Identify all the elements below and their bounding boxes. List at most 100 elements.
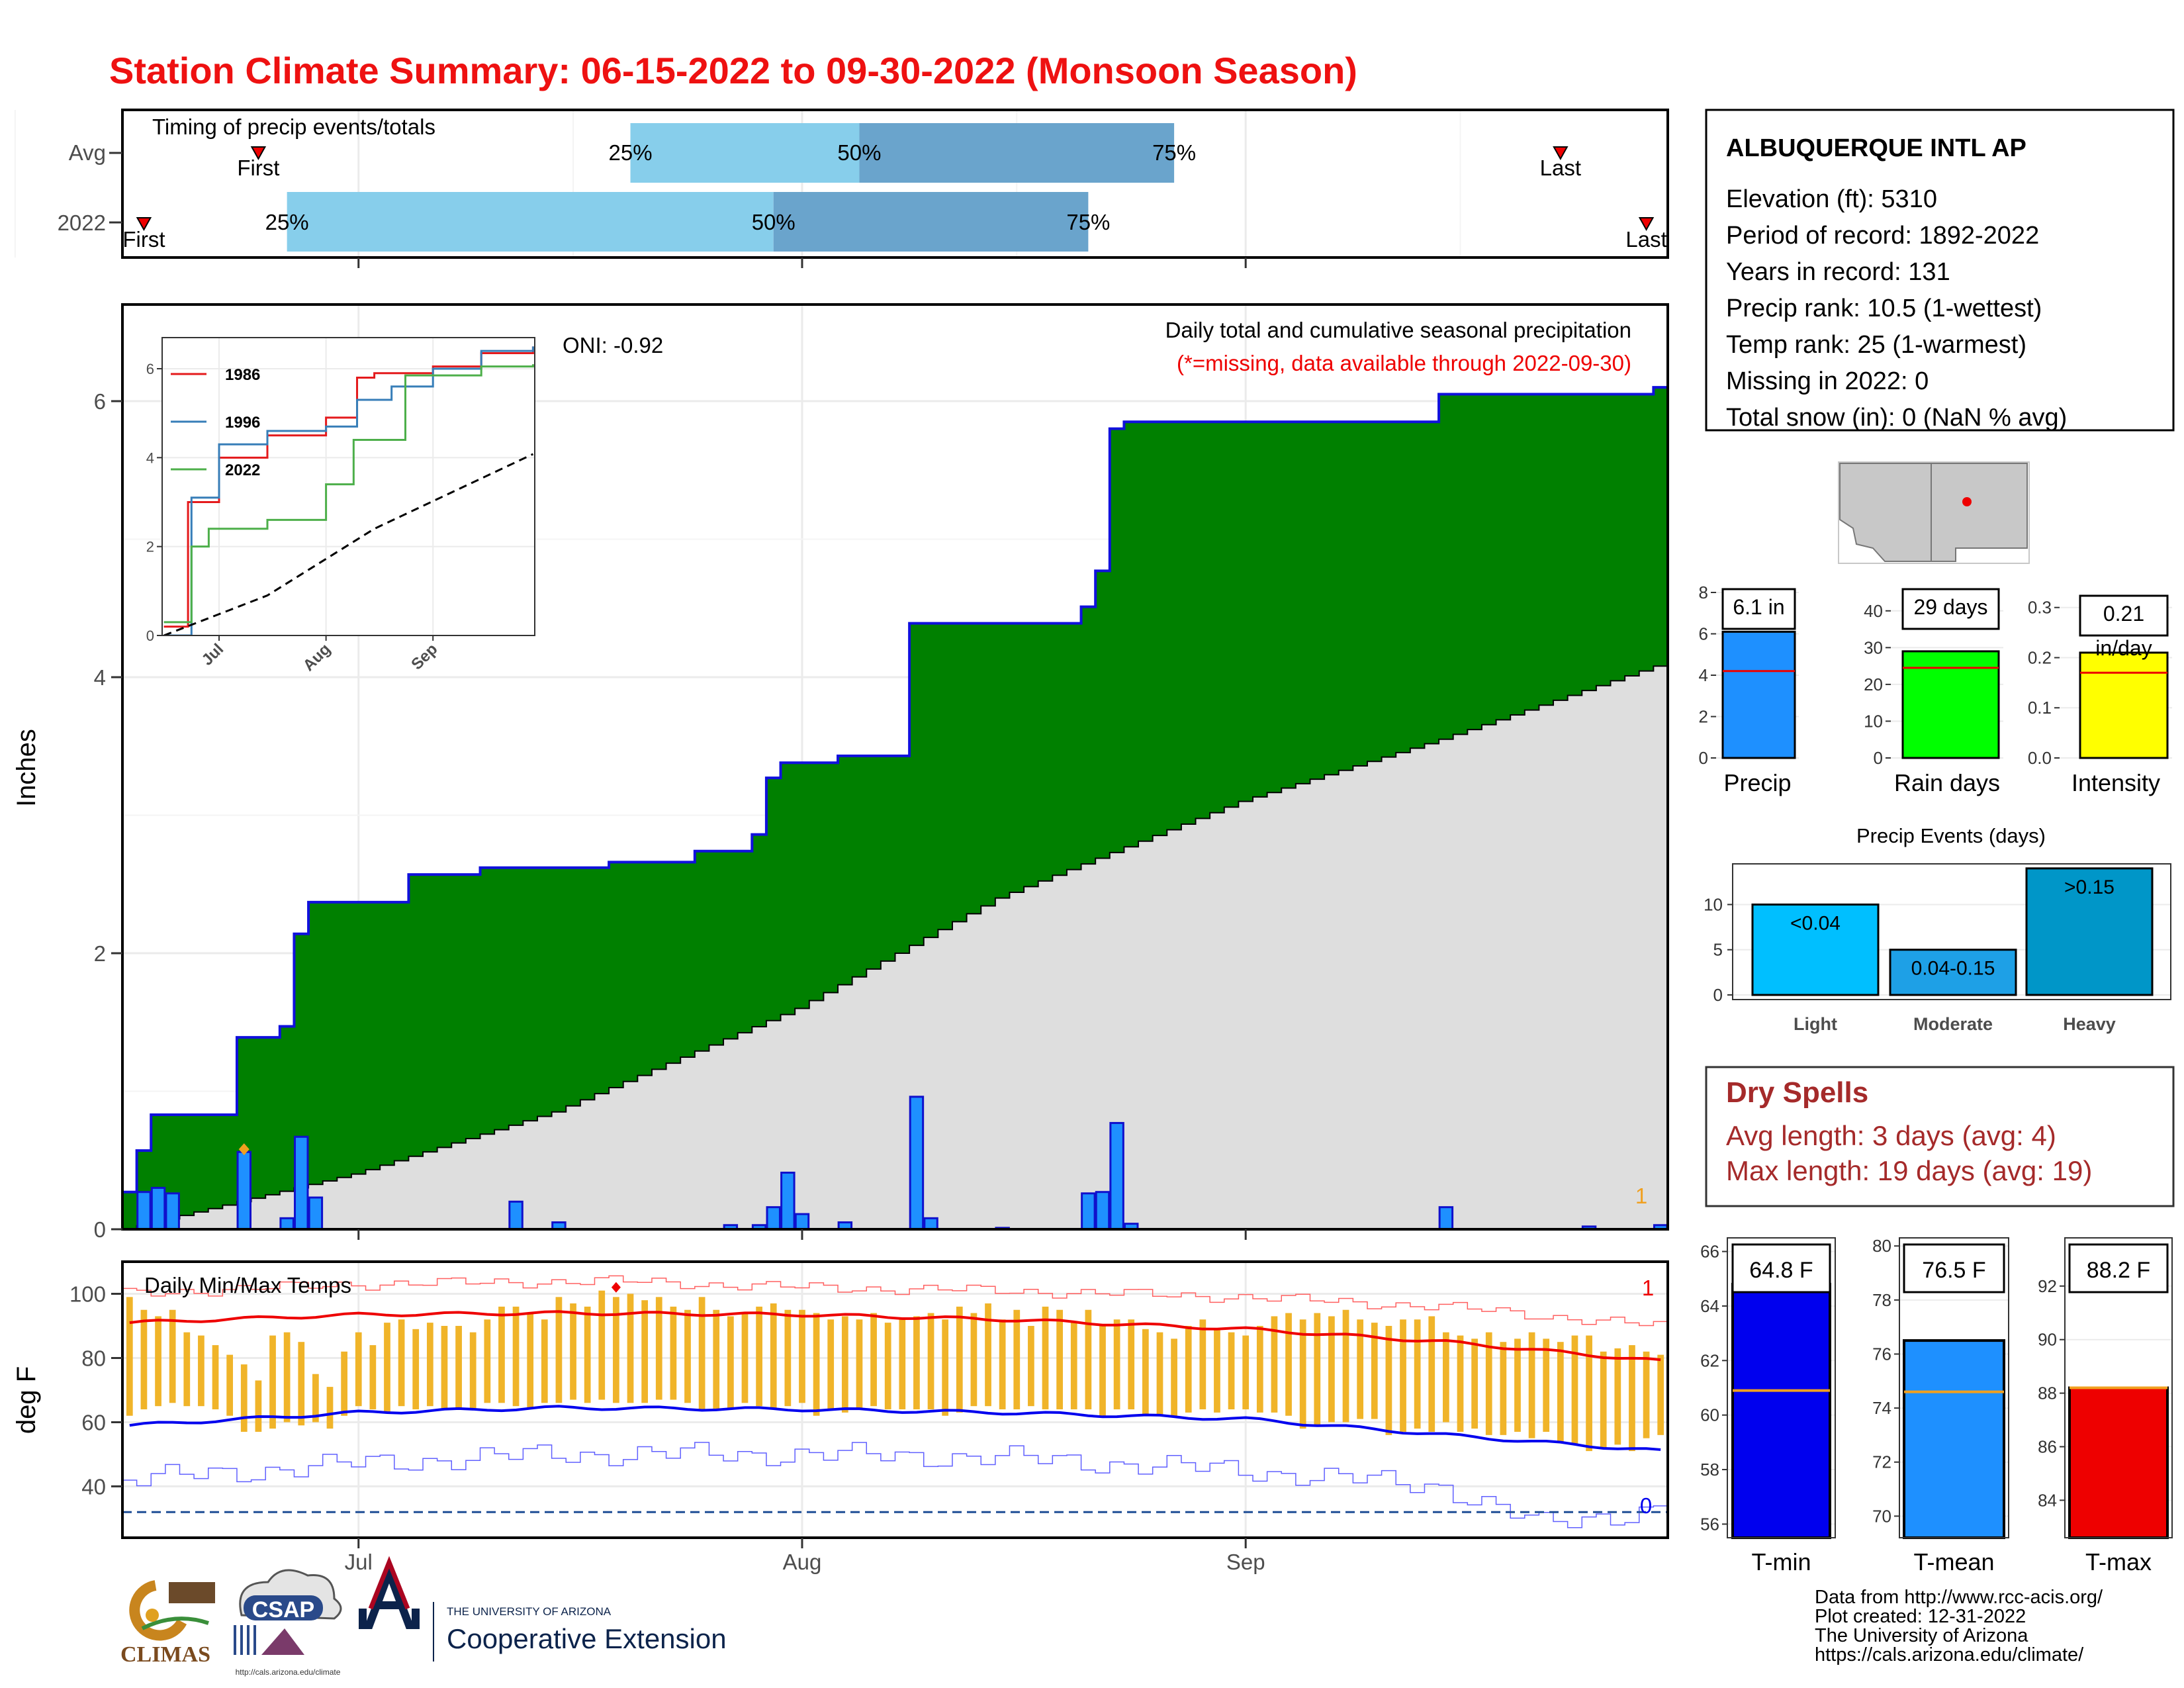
daily-temp-bar — [1342, 1309, 1349, 1423]
daily-temp-bar — [756, 1306, 762, 1407]
daily-temp-bar — [1028, 1325, 1034, 1407]
university-of-arizona-logo: THE UNIVERSITY OF ARIZONA Cooperative Ex… — [359, 1556, 727, 1662]
daily-temp-bar — [140, 1309, 148, 1410]
daily-temp-bar — [1600, 1351, 1607, 1448]
footer-line: Plot created: 12-31-2022 — [1815, 1606, 2026, 1627]
mini-bar-ytick-label: 0.2 — [2028, 647, 2052, 667]
daily-temp-bar — [527, 1313, 534, 1410]
avg-first-label: First — [237, 156, 279, 180]
temp-summary-value-label: 88.2 F — [2087, 1258, 2150, 1283]
daily-precip-bar — [1081, 1192, 1096, 1229]
mini-bar-value-box — [1901, 588, 2000, 630]
mini-bar-value-unit: in/day — [2095, 636, 2152, 660]
ua-cooperative-extension: Cooperative Extension — [447, 1623, 727, 1654]
station-location-marker — [1962, 497, 1972, 506]
station-line: Elevation (ft): 5310 — [1726, 185, 1937, 213]
daily-temp-bar — [713, 1309, 720, 1410]
daily-precip-bar — [294, 1135, 309, 1229]
precip-ytick-label: 4 — [94, 665, 106, 690]
inset-average-line — [163, 453, 534, 635]
dry-spells-avg: Avg length: 3 days (avg: 4) — [1726, 1120, 2056, 1151]
event-bar-range-label: <0.04 — [1790, 912, 1841, 934]
temp-summary-ytick-label: 78 — [1872, 1290, 1891, 1310]
events-ytick-label: 10 — [1704, 894, 1723, 914]
daily-temp-bar — [555, 1297, 563, 1403]
temp-summary-category-label: T-min — [1752, 1548, 1811, 1575]
temp-panel-title: Daily Min/Max Temps — [144, 1273, 351, 1297]
inset-legend-label: 1986 — [225, 366, 260, 384]
daily-temp-bar — [469, 1332, 477, 1410]
daily-precip-bar — [236, 1150, 252, 1229]
daily-temp-bar — [1242, 1335, 1250, 1410]
daily-temp-bar — [784, 1309, 792, 1407]
temp-panel: 40 60 80 100 Jul Aug Sep deg F Daily Min/Max … — [12, 1260, 1669, 1574]
daily-temp-bar — [1199, 1319, 1206, 1410]
daily-temp-bar — [1042, 1306, 1049, 1410]
daily-precip-bar — [909, 1096, 925, 1229]
daily-temp-bar — [884, 1323, 891, 1410]
inset-ytick-label: 4 — [146, 449, 154, 466]
daily-precip-bar — [1438, 1206, 1454, 1229]
average-cumulative-line — [122, 665, 1668, 1229]
daily-precip-bar — [150, 1186, 166, 1229]
page-title: Station Climate Summary: 06-15-2022 to 0… — [109, 50, 1357, 91]
daily-temp-bar — [1156, 1332, 1163, 1416]
daily-temp-bar — [1271, 1316, 1278, 1413]
inset-ytick-label: 0 — [146, 628, 154, 644]
daily-temp-bar — [1299, 1319, 1306, 1429]
temp-summary-category-label: T-max — [2085, 1548, 2152, 1575]
daily-temp-bar — [1643, 1351, 1650, 1438]
daily-temp-bar — [455, 1325, 462, 1410]
temp-xtick-label: Aug — [783, 1550, 822, 1574]
avg-q25-label: 25% — [608, 140, 652, 165]
daily-temp-bar — [927, 1313, 934, 1410]
mini-bar-ytick-label: 0 — [1699, 748, 1708, 768]
climas-logo: CLIMAS — [120, 1580, 215, 1667]
daily-temp-bar — [942, 1319, 949, 1416]
temp-summary-value-box — [1731, 1243, 1831, 1293]
daily-temp-bar — [1571, 1335, 1578, 1445]
temp-summary-ytick-label: 56 — [1700, 1514, 1719, 1534]
temp-summary-ytick-label: 88 — [2038, 1383, 2057, 1403]
daily-temp-bar — [899, 1319, 906, 1410]
daily-temp-bar — [741, 1313, 749, 1403]
daily-temp-bar — [813, 1313, 820, 1416]
inset-series-2022 — [163, 364, 534, 624]
temp-summary-ytick-label: 76 — [1872, 1344, 1891, 1364]
daily-temp-bar — [198, 1335, 205, 1407]
daily-temp-bar — [1256, 1325, 1263, 1413]
timing-title: Timing of precip events/totals — [152, 115, 435, 139]
station-line: Period of record: 1892-2022 — [1726, 222, 2039, 250]
inset-legend-label: 2022 — [225, 461, 260, 479]
daily-temp-bar — [1228, 1332, 1235, 1410]
event-bar-range-label: 0.04-0.15 — [1911, 958, 1995, 980]
precip-ytick-label: 2 — [94, 941, 106, 966]
daily-temp-bar — [1357, 1319, 1364, 1419]
csap-wordmark: CSAP — [252, 1597, 314, 1622]
daily-temp-bar — [412, 1329, 420, 1410]
temp-summary-bar-t-min — [1731, 1283, 1831, 1539]
temp-xtick-label: Sep — [1226, 1550, 1265, 1574]
mini-bar-value-label: 29 days — [1913, 595, 1987, 619]
daily-temp-bar — [970, 1313, 978, 1407]
daily-temp-bar — [770, 1303, 777, 1410]
daily-temp-bar — [155, 1316, 161, 1407]
max-precip-marker — [238, 1143, 250, 1156]
event-category-label: Heavy — [2063, 1014, 2116, 1034]
timing-row-2022: 2022 — [58, 211, 106, 235]
daily-temp-bar — [312, 1374, 319, 1423]
temp-summary-value-box — [2068, 1243, 2169, 1293]
timing-row-avg: Avg — [69, 140, 106, 165]
temp-ytick-label: 60 — [81, 1410, 106, 1434]
mini-bar-ytick-label: 10 — [1864, 711, 1883, 731]
daily-temp-bar — [341, 1351, 347, 1416]
daily-temp-bar — [1113, 1319, 1120, 1410]
temp-summary-ytick-label: 60 — [1700, 1405, 1719, 1425]
record-high-marker — [611, 1282, 621, 1293]
mini-bar-category-label: Intensity — [2071, 769, 2160, 796]
daily-temp-bar — [1428, 1316, 1435, 1432]
precip-ytick-label: 6 — [94, 389, 106, 414]
mini-bar-ytick-label: 0.3 — [2028, 598, 2052, 618]
precip-ytick-label: 0 — [94, 1217, 106, 1242]
